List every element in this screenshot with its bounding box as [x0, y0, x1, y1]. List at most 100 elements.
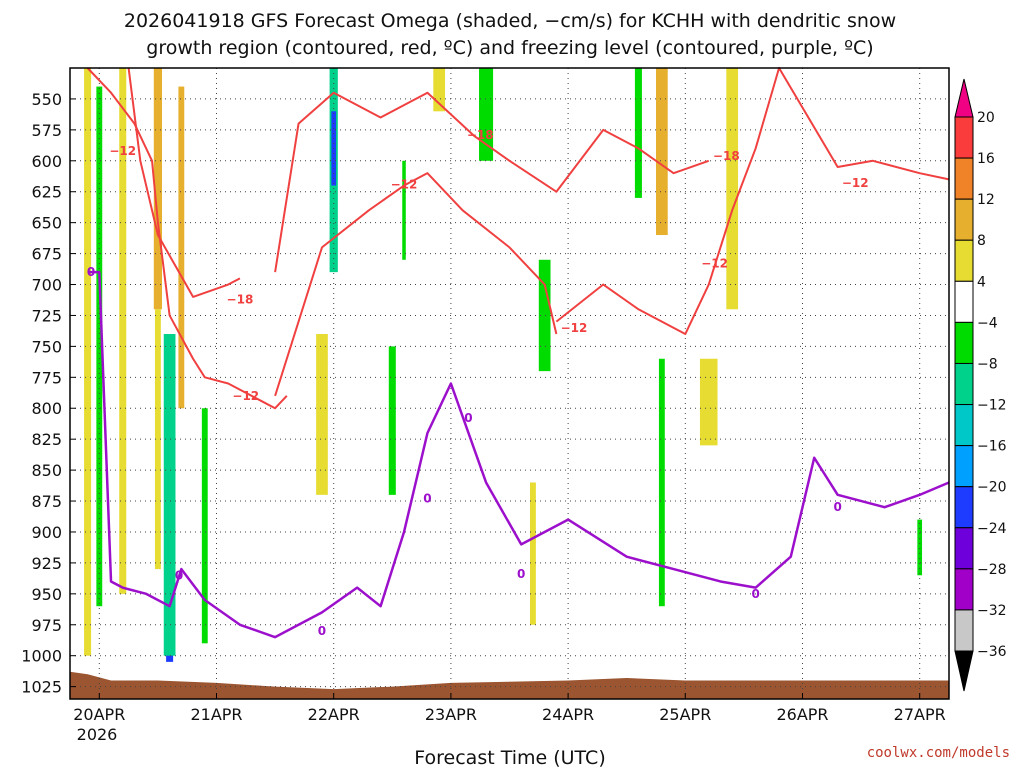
contour-layer — [86, 67, 950, 639]
terrain-fill — [70, 671, 949, 699]
colorbar-label-1: 16 — [977, 151, 995, 167]
omega-patch-20 — [658, 358, 665, 607]
colorbar-box-9 — [954, 486, 974, 529]
x-tick-label-2: 22APR — [308, 705, 360, 724]
contour-line-5 — [87, 270, 950, 639]
y-tick-label-875: 875 — [31, 492, 62, 511]
x-tick-label-5: 25APR — [659, 705, 711, 724]
colorbar-box-2 — [954, 198, 974, 241]
y-tick-label-550: 550 — [31, 90, 62, 109]
omega-patch-0 — [84, 68, 92, 656]
colorbar-box-0 — [954, 116, 974, 159]
terrain-layer — [70, 671, 949, 699]
contour-label-layer: −12 −18 −12 −12 −18 −12 −18 −12 −12 0 0 0 0 0 0 0 0 — [87, 128, 869, 638]
omega-patch-15 — [479, 68, 494, 161]
colorbar-box-8 — [954, 445, 974, 488]
colorbar-label-2: 12 — [977, 192, 995, 208]
y-tick-label-925: 925 — [31, 554, 62, 573]
colorbar-box-5 — [954, 321, 974, 364]
omega-patch-1 — [96, 86, 103, 607]
omega-patch-21 — [699, 358, 718, 446]
contour-label-14: 0 — [517, 567, 525, 581]
omega-patch-16 — [538, 259, 551, 372]
contour-line-1 — [127, 67, 241, 298]
y-tick-label-825: 825 — [31, 430, 62, 449]
y-tick-label-1025: 1025 — [21, 678, 62, 697]
colorbar-label-8: −16 — [977, 439, 1007, 455]
y-tick-label-600: 600 — [31, 152, 62, 171]
contour-label-2: −12 — [232, 389, 259, 403]
colorbar-label-5: −4 — [977, 315, 998, 331]
contour-label-16: 0 — [833, 500, 841, 514]
colorbar-label-10: −24 — [977, 521, 1007, 537]
y-tick-label-1000: 1000 — [21, 647, 62, 666]
y-tick-label-800: 800 — [31, 399, 62, 418]
colorbar-box-11 — [954, 568, 974, 611]
x-tick-label-4: 24APR — [542, 705, 594, 724]
y-tick-label-675: 675 — [31, 245, 62, 264]
omega-patch-17 — [530, 482, 536, 625]
contour-label-13: 0 — [464, 411, 472, 425]
colorbar-label-4: 4 — [977, 274, 986, 290]
colorbar-label-12: −32 — [977, 603, 1007, 619]
omega-patch-19 — [656, 68, 668, 236]
colorbar-label-6: −8 — [977, 356, 998, 372]
omega-patch-23 — [917, 519, 923, 576]
omega-patch-8 — [201, 408, 208, 644]
omega-shading-layer — [84, 68, 923, 662]
contour-label-3: −12 — [391, 177, 418, 191]
chart-title-line1: 2026041918 GFS Forecast Omega (shaded, −… — [124, 10, 896, 32]
colorbar-box-3 — [954, 239, 974, 282]
colorbar-label-0: 20 — [977, 110, 995, 126]
omega-patch-3 — [153, 68, 163, 310]
contour-label-0: −12 — [109, 144, 136, 158]
y-tick-label-850: 850 — [31, 461, 62, 480]
omega-patch-2 — [119, 68, 127, 594]
y-tick-label-750: 750 — [31, 337, 62, 356]
colorbar-box-7 — [954, 404, 974, 447]
y-tick-label-775: 775 — [31, 368, 62, 387]
credit-text: coolwx.com/models — [867, 745, 1010, 761]
contour-label-9: 0 — [87, 265, 95, 279]
omega-patch-12 — [402, 160, 406, 260]
chart-title-line2: growth region (contoured, red, ºC) and f… — [146, 37, 873, 59]
contour-line-4 — [555, 67, 950, 336]
contour-label-11: 0 — [318, 624, 326, 638]
colorbar-box-12 — [954, 609, 974, 652]
omega-patch-11 — [316, 334, 328, 495]
contour-label-1: −18 — [227, 292, 254, 306]
colorbar-label-11: −28 — [977, 562, 1007, 578]
colorbar-box-10 — [954, 527, 974, 570]
colorbar-box-4 — [954, 280, 974, 323]
omega-patch-5 — [178, 86, 185, 409]
y-tick-label-575: 575 — [31, 121, 62, 140]
x-tick-label-7: 27APR — [894, 705, 946, 724]
x-tick-label-0: 20APR — [73, 705, 125, 724]
y-tick-label-725: 725 — [31, 306, 62, 325]
contour-label-10: 0 — [175, 568, 183, 582]
colorbar-box-6 — [954, 362, 974, 406]
x-tick-label-6: 26APR — [776, 705, 828, 724]
colorbar: 20 16 12 8 4 −4 −8 −12 −16 −20 −24 −28 −32 −36 — [954, 78, 1007, 692]
x-tick-label-1: 21APR — [190, 705, 242, 724]
y-tick-label-975: 975 — [31, 616, 62, 635]
contour-label-7: −12 — [701, 256, 728, 270]
y-tick-label-650: 650 — [31, 214, 62, 233]
x-tick-label-3: 23APR — [425, 705, 477, 724]
plot-frame — [69, 67, 950, 700]
contour-label-12: 0 — [423, 492, 431, 506]
omega-patch-7 — [163, 334, 176, 656]
contour-line-2 — [274, 172, 558, 397]
colorbar-extend-low — [954, 650, 974, 692]
omega-patch-4 — [154, 309, 161, 570]
contour-label-4: −18 — [467, 128, 494, 142]
colorbar-label-9: −20 — [977, 480, 1007, 496]
x-year-label: 2026 — [77, 725, 118, 744]
contour-line-0 — [86, 67, 288, 410]
y-tick-label-950: 950 — [31, 585, 62, 604]
y-tick-label-900: 900 — [31, 523, 62, 542]
contour-label-6: −18 — [713, 149, 740, 163]
colorbar-label-7: −12 — [977, 398, 1007, 414]
colorbar-label-3: 8 — [977, 233, 986, 249]
